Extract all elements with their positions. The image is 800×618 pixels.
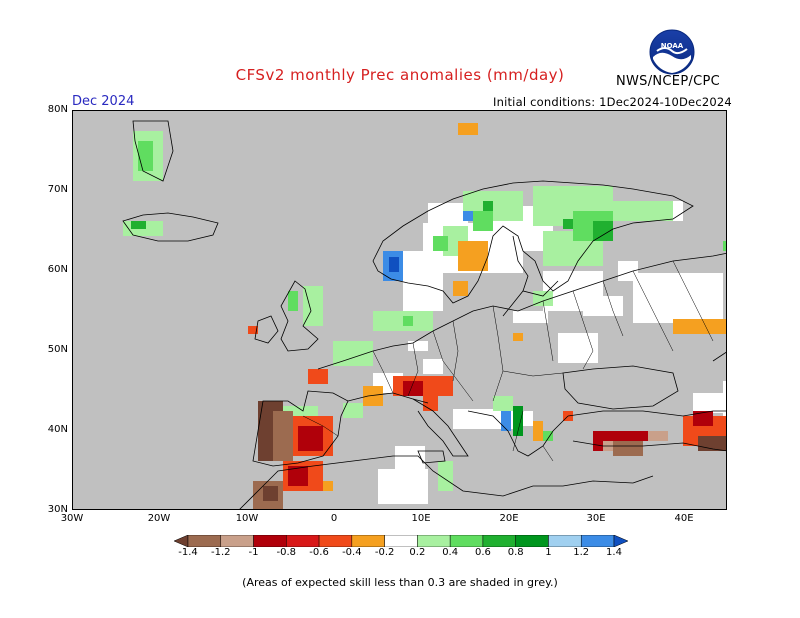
map-panel: [72, 110, 727, 510]
lon-label-10e: 10E: [411, 513, 431, 524]
lon-label-30e: 30E: [586, 513, 606, 524]
colorbar-tick-label: -0.4: [342, 547, 362, 558]
lon-label-40e: 40E: [674, 513, 694, 524]
colorbar-box: [482, 535, 516, 547]
colorbar-tick-label: -1.2: [211, 547, 231, 558]
agency-label: NWS/NCEP/CPC: [616, 74, 721, 89]
colorbar-box: [417, 535, 451, 547]
lat-label-50n: 50N: [47, 344, 68, 355]
coastlines: [122, 120, 726, 509]
logo-text: NOAA: [661, 42, 684, 50]
map-svg: [73, 111, 726, 509]
dry-anomalies: [248, 123, 726, 491]
lon-label-20w: 20W: [147, 513, 171, 524]
colorbar-box: [220, 535, 254, 547]
colorbar-tick-label: 1: [545, 547, 552, 558]
colorbar-low-triangle: [174, 535, 189, 547]
colorbar-box: [449, 535, 484, 547]
lon-label-20e: 20E: [499, 513, 519, 524]
colorbar-tick-label: -1: [248, 547, 259, 558]
country-borders: [302, 260, 714, 462]
colorbar-tick-label: -0.6: [309, 547, 329, 558]
initial-conditions-label: Initial conditions: 1Dec2024-10Dec2024: [493, 95, 732, 109]
colorbar-tick-label: -0.8: [276, 547, 297, 558]
forecast-month-label: Dec 2024: [72, 94, 135, 109]
colorbar-box: [515, 535, 549, 547]
colorbar-tick-label: -0.2: [374, 547, 395, 558]
colorbar-box: [548, 535, 582, 547]
colorbar-tick-label: 0.4: [442, 547, 459, 558]
skill-footnote: (Areas of expected skill less than 0.3 a…: [242, 576, 558, 589]
colorbar: [174, 535, 628, 547]
lat-label-40n: 40N: [47, 424, 68, 435]
colorbar-tick-label: 1.2: [573, 547, 590, 558]
lon-label-30w: 30W: [60, 513, 84, 524]
lat-label-60n: 60N: [47, 264, 68, 275]
colorbar-box: [187, 535, 222, 547]
colorbar-tick-label: 1.4: [606, 547, 622, 558]
colorbar-box: [351, 535, 385, 547]
lon-label-0: 0: [330, 513, 338, 524]
colorbar-tick-label: -1.4: [178, 547, 198, 558]
strong-wet-anomalies: [383, 211, 511, 431]
wet-anomalies: [123, 131, 726, 491]
colorbar-box: [286, 535, 320, 547]
colorbar-box: [318, 535, 353, 547]
colorbar-tick-label: 0.2: [409, 547, 426, 558]
strong-dry-anomalies: [253, 401, 726, 509]
colorbar-tick-label: 0.6: [474, 547, 491, 558]
lon-label-10w: 10W: [235, 513, 259, 524]
colorbar-tick-label: 0.8: [507, 547, 524, 558]
lat-label-70n: 70N: [47, 184, 68, 195]
map-title: CFSv2 monthly Prec anomalies (mm/day): [235, 66, 565, 84]
lat-label-80n: 80N: [47, 104, 68, 115]
noaa-logo: NOAA: [649, 29, 695, 75]
lat-label-30n: 30N: [47, 504, 68, 515]
colorbar-box: [580, 535, 615, 547]
colorbar-box: [384, 535, 418, 547]
colorbar-box: [253, 535, 287, 547]
colorbar-high-triangle: [613, 535, 628, 547]
